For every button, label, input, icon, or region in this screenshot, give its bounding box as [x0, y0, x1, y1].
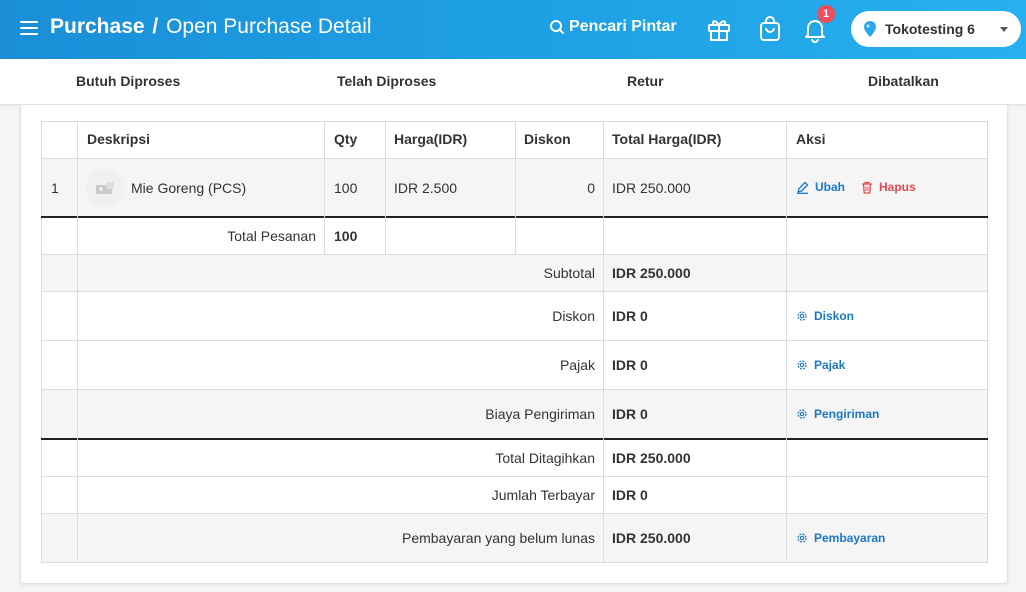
row-divider — [41, 389, 988, 390]
edit-item-label: Ubah — [815, 180, 845, 194]
gear-icon — [797, 533, 807, 543]
tab-dibatalkan[interactable]: Dibatalkan — [868, 73, 939, 89]
total-billed-label: Total Ditagihkan — [495, 450, 595, 466]
tax-label: Pajak — [559, 357, 595, 373]
shopping-bag-icon[interactable] — [757, 15, 783, 43]
page-title: Purchase / Open Purchase Detail — [50, 15, 372, 39]
store-selector[interactable]: Tokotesting 6 — [851, 11, 1021, 47]
unpaid-row-background — [41, 513, 987, 562]
product-name: Mie Goreng (PCS) — [131, 180, 247, 196]
column-divider — [515, 121, 516, 254]
top-bar: Purchase / Open Purchase Detail Pencari … — [0, 0, 1026, 59]
row-divider — [41, 340, 988, 341]
payment-button[interactable]: Pembayaran — [796, 531, 885, 545]
row-divider — [41, 476, 988, 477]
smart-search-label: Pencari Pintar — [569, 18, 677, 35]
column-divider — [77, 121, 78, 563]
search-icon — [550, 20, 564, 34]
hamburger-menu-icon[interactable] — [20, 21, 38, 37]
column-divider — [603, 121, 604, 563]
header-divider — [41, 158, 988, 159]
table-bottom-border — [41, 562, 988, 563]
delete-item-label: Hapus — [879, 180, 916, 194]
shipping-action-label: Pengiriman — [814, 407, 880, 421]
subtotal-row-background — [41, 254, 987, 291]
edit-item-button[interactable]: Ubah — [796, 180, 845, 194]
title-page: Open Purchase Detail — [166, 15, 372, 38]
discount-action-label: Diskon — [814, 309, 855, 323]
tab-telah-diproses[interactable]: Telah Diproses — [337, 73, 437, 89]
pencil-icon — [797, 181, 809, 194]
delete-item-button[interactable]: Hapus — [861, 180, 916, 194]
header-description: Deskripsi — [87, 131, 151, 147]
tax-action-label: Pajak — [814, 358, 846, 372]
title-separator: / — [152, 15, 159, 38]
header-price: Harga(IDR) — [394, 131, 468, 147]
column-divider — [324, 121, 325, 254]
total-billed-value: IDR 250.000 — [612, 450, 691, 466]
shipping-row-background — [41, 389, 987, 439]
discount-settings-button[interactable]: Diskon — [796, 309, 854, 323]
table-top-border — [41, 121, 988, 122]
row-divider — [41, 254, 988, 255]
total-order-value: 100 — [334, 228, 358, 244]
notification-bell-icon[interactable] — [802, 15, 828, 43]
unpaid-amount-value: IDR 250.000 — [612, 530, 691, 546]
row-divider — [41, 291, 988, 292]
gift-icon[interactable] — [706, 15, 732, 43]
subtotal-label: Subtotal — [543, 265, 595, 281]
item-total: IDR 250.000 — [612, 180, 691, 196]
tax-settings-button[interactable]: Pajak — [796, 358, 845, 372]
subtotal-value: IDR 250.000 — [612, 265, 691, 281]
store-name: Tokotesting 6 — [885, 21, 975, 37]
notification-badge: 1 — [817, 5, 835, 23]
product-placeholder-icon — [96, 182, 114, 194]
item-qty: 100 — [334, 180, 358, 196]
gear-icon — [797, 311, 807, 321]
item-price: IDR 2.500 — [394, 180, 458, 196]
product-image-placeholder — [86, 169, 124, 207]
total-order-label: Total Pesanan — [227, 228, 316, 244]
amount-paid-value: IDR 0 — [612, 487, 648, 503]
unpaid-amount-label: Pembayaran yang belum lunas — [401, 530, 595, 546]
discount-value: IDR 0 — [612, 308, 648, 324]
shipping-value: IDR 0 — [612, 406, 648, 422]
tab-butuh-diproses[interactable]: Butuh Diproses — [76, 73, 181, 89]
item-discount: 0 — [587, 180, 595, 196]
header-action: Aksi — [796, 131, 826, 147]
shipping-label: Biaya Pengiriman — [485, 406, 595, 422]
summary-section-divider — [41, 438, 988, 440]
gear-icon — [797, 409, 807, 419]
discount-label: Diskon — [552, 308, 595, 324]
table-left-border — [41, 121, 42, 563]
location-pin-icon — [864, 21, 876, 37]
payment-action-label: Pembayaran — [814, 531, 886, 545]
header-discount: Diskon — [524, 131, 571, 147]
chevron-down-icon — [1000, 27, 1008, 32]
tax-value: IDR 0 — [612, 357, 648, 373]
header-total-price: Total Harga(IDR) — [612, 131, 722, 147]
row-number: 1 — [51, 180, 59, 196]
item-section-divider — [41, 216, 988, 218]
gear-icon — [797, 360, 807, 370]
trash-icon — [862, 181, 872, 194]
column-divider — [385, 121, 386, 254]
column-divider — [786, 121, 787, 563]
item-row-background — [41, 159, 987, 217]
amount-paid-label: Jumlah Terbayar — [491, 487, 595, 503]
shipping-settings-button[interactable]: Pengiriman — [796, 407, 879, 421]
tab-retur[interactable]: Retur — [627, 73, 664, 89]
status-tabs: Butuh Diproses Telah Diproses Retur Diba… — [0, 59, 1026, 105]
title-section[interactable]: Purchase — [50, 15, 145, 38]
table-right-border — [987, 121, 988, 563]
smart-search-button[interactable]: Pencari Pintar — [549, 18, 677, 36]
row-divider — [41, 513, 988, 514]
header-qty: Qty — [334, 131, 358, 147]
